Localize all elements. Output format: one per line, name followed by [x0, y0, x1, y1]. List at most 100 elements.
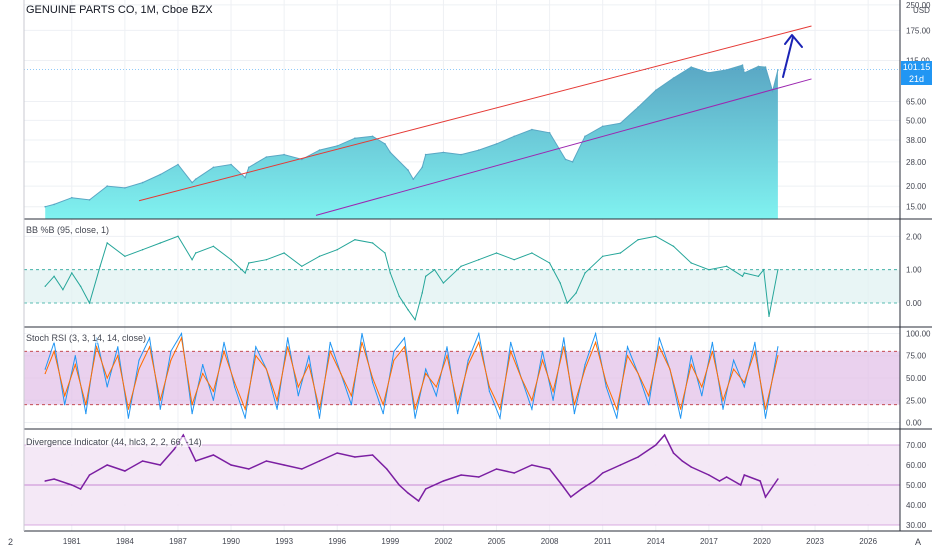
divergence-point [495, 468, 498, 470]
stoch-d-point [552, 390, 554, 392]
bb-point [768, 315, 770, 317]
divergence-point [764, 496, 767, 498]
stoch-d-point [488, 386, 490, 388]
stoch-k-point [478, 332, 480, 335]
divergence-point [759, 480, 761, 482]
x-tick-label: 2023 [806, 537, 824, 546]
stoch-k-point [329, 341, 331, 343]
price-line [45, 64, 779, 208]
x-tick-label: 2026 [859, 537, 877, 546]
stoch-k-point [648, 404, 650, 406]
price-point [442, 151, 445, 154]
bb-indicator-label[interactable]: BB %B (95, close, 1) [26, 225, 110, 235]
bb-point [495, 252, 498, 254]
stoch-d-point [308, 364, 310, 366]
divergence-point [417, 500, 420, 502]
divergence-point [619, 464, 622, 466]
y-tick-label: 25.00 [906, 396, 927, 405]
divergence-point [141, 460, 144, 462]
divergence-indicator-label[interactable]: Divergence Indicator (44, hlc3, 2, 2, 66… [26, 437, 202, 447]
bb-point [566, 302, 568, 304]
auto-scale-button[interactable]: A [915, 537, 922, 547]
stoch-k-point [701, 395, 703, 397]
stoch-d-line [44, 336, 779, 411]
divergence-point [88, 474, 91, 476]
stoch-d-point [584, 368, 586, 370]
divergence-point [663, 434, 666, 436]
price-point [655, 89, 657, 92]
stoch-k-point [425, 368, 427, 370]
price-point [265, 156, 268, 158]
stoch-k-point [414, 417, 416, 419]
stoch-k-point [393, 350, 395, 352]
divergence-point [655, 444, 657, 446]
stoch-k-point [754, 341, 756, 343]
stoch-d-point [191, 404, 193, 406]
stoch-k-point [584, 364, 586, 366]
stoch-d-point [74, 364, 76, 366]
x-tick-label: 2011 [594, 537, 612, 546]
stoch-k-point [722, 408, 724, 410]
stoch-d-point [425, 372, 427, 375]
stoch-d-point [127, 408, 129, 410]
stoch-d-point [754, 350, 756, 352]
divergence-point [777, 478, 779, 480]
stoch-d-point [223, 350, 225, 352]
stoch-d-point [658, 346, 660, 348]
price-point [44, 205, 46, 208]
timeframe-corner-button[interactable]: 2 [8, 537, 14, 547]
divergence-point [672, 452, 675, 454]
bb-point [602, 255, 604, 257]
bb-point [763, 269, 765, 271]
x-tick-label: 1981 [63, 537, 81, 546]
bb-point [191, 259, 193, 261]
indicator-bands [24, 269, 900, 526]
stoch-rsi-label[interactable]: Stoch RSI (3, 3, 14, 14, close) [26, 333, 147, 343]
stoch-k-point [223, 341, 225, 343]
y-tick-label: 0.00 [906, 299, 922, 308]
price-point [384, 143, 386, 145]
divergence-point [407, 492, 409, 494]
stoch-k-point [488, 390, 490, 392]
bb-point [44, 285, 46, 287]
stoch-k-point [64, 404, 66, 406]
stoch-k-point [202, 364, 204, 366]
divergence-point [283, 464, 285, 466]
y-tick-label: 20.00 [906, 182, 927, 191]
bb-point [559, 282, 561, 284]
bb-point [62, 289, 64, 291]
divergence-point [173, 448, 176, 450]
divergence-point [248, 468, 250, 470]
x-tick-label: 2002 [435, 537, 453, 546]
stoch-k-point [467, 359, 469, 361]
bb-point [548, 262, 551, 264]
bb-point [725, 265, 728, 267]
stoch-d-point [234, 381, 236, 384]
stoch-d-point [478, 341, 480, 343]
stoch-k-point [595, 332, 597, 335]
stoch-k-point [552, 399, 554, 401]
stoch-k-point [212, 399, 214, 401]
x-tick-label: 2014 [647, 537, 665, 546]
price-point [53, 203, 55, 206]
stoch-k-point [435, 395, 437, 397]
price-point [460, 153, 462, 156]
price-point [88, 199, 91, 201]
price-point [548, 132, 551, 134]
price-point [191, 181, 193, 184]
bb-point [584, 272, 586, 274]
stoch-d-point [393, 359, 395, 361]
stoch-k-point [106, 386, 108, 388]
bb-point [124, 255, 126, 257]
stoch-d-point [573, 404, 576, 406]
stoch-d-point [733, 368, 735, 370]
bb-point [672, 245, 675, 247]
bb-point [212, 245, 215, 247]
price-point [708, 72, 710, 74]
stoch-k-point [563, 337, 565, 339]
price-point [194, 178, 197, 180]
stoch-k-point [180, 332, 183, 335]
stoch-k-point [777, 346, 779, 348]
stoch-d-point [446, 355, 448, 357]
